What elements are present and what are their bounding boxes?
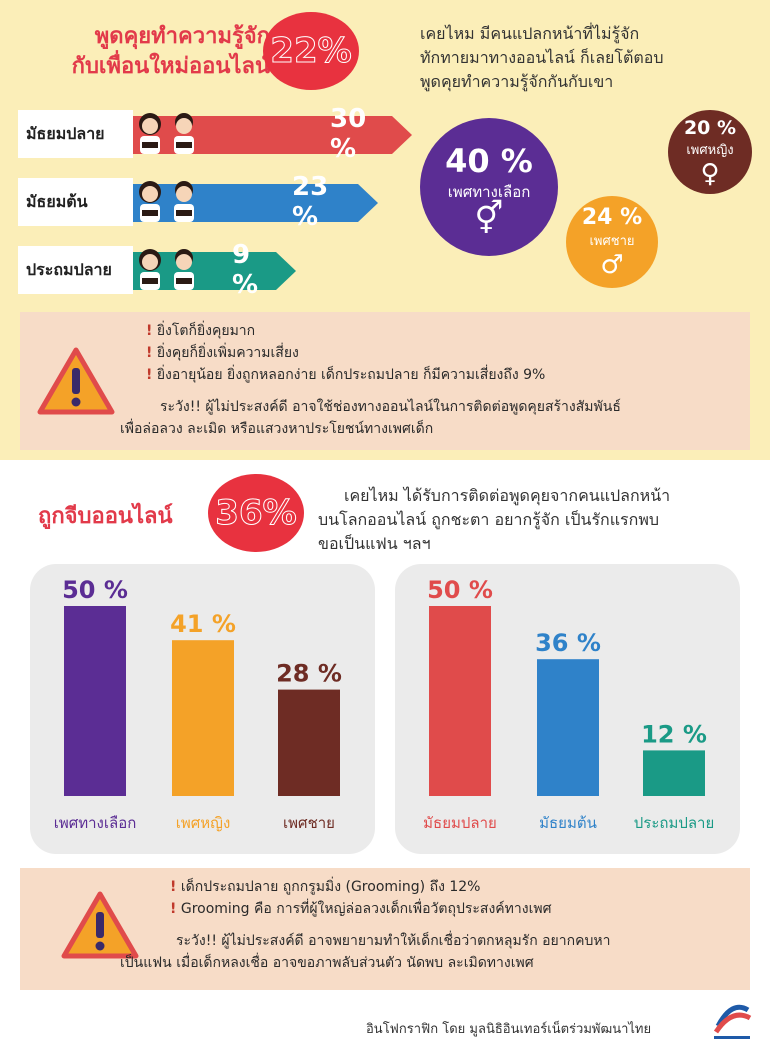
category-label-0-0: เพศทางเลือก bbox=[54, 814, 137, 832]
category-label-1-1: มัธยมต้น bbox=[539, 814, 597, 832]
bar-value-label-0-1: 41 % bbox=[170, 610, 236, 638]
students-icon bbox=[139, 249, 194, 290]
section1-intro: เคยไหม มีคนแปลกหน้าที่ไม่รู้จัก ทักทายมา… bbox=[420, 22, 760, 94]
gender-circle-female: 20 % เพศหญิง ♀ bbox=[668, 110, 752, 194]
transgender-symbol-icon: ⚥ bbox=[474, 199, 504, 237]
warning1-caution: ระวัง!! ผู้ไม่ประสงค์ดี อาจใช้ช่องทางออน… bbox=[120, 396, 742, 440]
section2-title: ถูกจีบออนไลน์ bbox=[38, 504, 173, 529]
chart-by-grade-svg: 50 % มัธยมปลาย 36 % มัธยมต้น 12 % ประถมปลาย bbox=[423, 576, 715, 832]
warning2-bullets: ! เด็กประถมปลาย ถูกกรูมมิ่ง (Grooming) ถ… bbox=[170, 879, 552, 917]
warning2-bullet2: Grooming คือ การที่ผู้ใหญ่ล่อลวงเด็กเพื่… bbox=[180, 901, 552, 917]
age-value-lower-secondary: 23 % bbox=[292, 172, 329, 232]
age-label-lower-secondary: มัธยมต้น bbox=[18, 178, 133, 226]
gender-alt-value: 40 % bbox=[445, 142, 533, 180]
bar-1-0 bbox=[429, 606, 491, 796]
gender-female-value: 20 % bbox=[683, 116, 737, 139]
section2-intro-line2: บนโลกออนไลน์ ถูกชะตา อยากรู้จัก เป็นรักแ… bbox=[318, 510, 660, 529]
section1-title-line2: กับเพื่อนใหม่ออนไลน์ bbox=[71, 54, 270, 79]
bar-value-label-1-0: 50 % bbox=[427, 576, 493, 604]
warning1-bullet2: ยิ่งคุยก็ยิ่งเพิ่มความเสี่ยง bbox=[156, 345, 299, 361]
bar-value-label-0-2: 28 % bbox=[276, 660, 342, 688]
warning1-caution-line1: ระวัง!! ผู้ไม่ประสงค์ดี อาจใช้ช่องทางออน… bbox=[160, 399, 621, 415]
warning2-bullet1: เด็กประถมปลาย ถูกกรูมมิ่ง (Grooming) ถึง… bbox=[180, 879, 481, 895]
section2-intro-line3: ขอเป็นแฟน ฯลฯ bbox=[318, 534, 431, 553]
section1-percent-badge: 22% bbox=[263, 12, 359, 90]
category-label-0-1: เพศหญิง bbox=[176, 814, 231, 832]
bar-value-label-1-2: 12 % bbox=[641, 720, 707, 748]
gender-male-value: 24 % bbox=[581, 205, 643, 230]
section1-intro-line1: เคยไหม มีคนแปลกหน้าที่ไม่รู้จัก bbox=[420, 24, 640, 43]
foundation-logo bbox=[713, 1004, 752, 1039]
category-label-1-2: ประถมปลาย bbox=[634, 814, 715, 832]
section2-intro: เคยไหม ได้รับการติดต่อพูดคุยจากคนแปลกหน้… bbox=[318, 484, 758, 556]
gender-alt-label: เพศทางเลือก bbox=[447, 183, 531, 201]
age-value-upper-secondary: 30 % bbox=[330, 104, 367, 164]
category-label-1-0: มัธยมปลาย bbox=[423, 814, 497, 832]
bar-0-1 bbox=[172, 640, 234, 796]
age-label-upper-primary: ประถมปลาย bbox=[18, 246, 133, 294]
warning2-caution-line2: เป็นแฟน เมื่อเด็กหลงเชื่อ อาจขอภาพลับส่ว… bbox=[120, 955, 534, 971]
warning1-caution-line2: เพื่อล่อลวง ละเมิด หรือแสวงหาประโยชน์ทาง… bbox=[120, 421, 434, 437]
bar-0-2 bbox=[278, 689, 340, 796]
gender-circle-male: 24 % เพศชาย ♂ bbox=[566, 196, 658, 288]
section2-percent-badge: 36% bbox=[208, 474, 304, 552]
gender-circle-alternative: 40 % เพศทางเลือก ⚥ bbox=[420, 118, 558, 256]
warning-icon bbox=[61, 891, 139, 959]
age-label-upper-secondary: มัธยมปลาย bbox=[18, 110, 133, 158]
category-label-0-2: เพศชาย bbox=[283, 814, 335, 832]
gender-female-label: เพศหญิง bbox=[686, 142, 734, 158]
warning-box-1: ! ยิ่งโตก็ยิ่งคุยมาก ! ยิ่งคุยก็ยิ่งเพิ่… bbox=[20, 312, 750, 450]
section1-intro-line2: ทักทายมาทางออนไลน์ ก็เลยโต้ตอบ bbox=[420, 48, 664, 67]
bar-1-1 bbox=[537, 659, 599, 796]
students-icon bbox=[139, 181, 194, 222]
bar-value-label-1-1: 36 % bbox=[535, 629, 601, 657]
bar-value-label-0-0: 50 % bbox=[62, 576, 128, 604]
female-symbol-icon: ♀ bbox=[700, 158, 720, 189]
chart-by-gender-svg: 50 % เพศทางเลือก 41 % เพศหญิง 28 % เพศชาย bbox=[54, 576, 342, 832]
section1-percent: 22% bbox=[270, 31, 352, 72]
bar-0-0 bbox=[64, 606, 126, 796]
students-icon bbox=[139, 113, 194, 154]
warning-box-2: ! เด็กประถมปลาย ถูกกรูมมิ่ง (Grooming) ถ… bbox=[20, 868, 750, 990]
chart-by-gender: 50 % เพศทางเลือก 41 % เพศหญิง 28 % เพศชาย bbox=[30, 564, 375, 854]
gender-male-label: เพศชาย bbox=[589, 234, 635, 249]
warning-icon bbox=[37, 347, 115, 415]
bar-1-2 bbox=[643, 750, 705, 796]
section2-intro-line1: เคยไหม ได้รับการติดต่อพูดคุยจากคนแปลกหน้… bbox=[344, 486, 671, 505]
section1-intro-line3: พูดคุยทำความรู้จักกันกับเขา bbox=[420, 72, 614, 91]
warning2-caution-line1: ระวัง!! ผู้ไม่ประสงค์ดี อาจพยายามทำให้เด… bbox=[176, 933, 611, 949]
section2-percent: 36% bbox=[215, 493, 297, 534]
chart-by-grade: 50 % มัธยมปลาย 36 % มัธยมต้น 12 % ประถมปลาย bbox=[395, 564, 740, 854]
footer-credit: อินโฟกราฟิก โดย มูลนิธิอินเทอร์เน็ตร่วมพ… bbox=[366, 1022, 652, 1037]
warning1-bullets: ! ยิ่งโตก็ยิ่งคุยมาก ! ยิ่งคุยก็ยิ่งเพิ่… bbox=[146, 323, 546, 383]
warning2-caution: ระวัง!! ผู้ไม่ประสงค์ดี อาจพยายามทำให้เด… bbox=[120, 930, 742, 974]
male-symbol-icon: ♂ bbox=[600, 250, 624, 280]
warning1-bullet1: ยิ่งโตก็ยิ่งคุยมาก bbox=[156, 323, 256, 339]
section1-title-line1: พูดคุยทำความรู้จัก bbox=[94, 24, 270, 49]
warning1-bullet3: ยิ่งอายุน้อย ยิ่งถูกหลอกง่าย เด็กประถมปล… bbox=[156, 367, 546, 383]
age-value-upper-primary: 9 % bbox=[232, 240, 259, 300]
age-bar-upper-secondary bbox=[130, 116, 412, 154]
age-bar-upper-primary bbox=[130, 252, 296, 290]
section1-title: พูดคุยทำความรู้จัก กับเพื่อนใหม่ออนไลน์ bbox=[40, 22, 270, 82]
